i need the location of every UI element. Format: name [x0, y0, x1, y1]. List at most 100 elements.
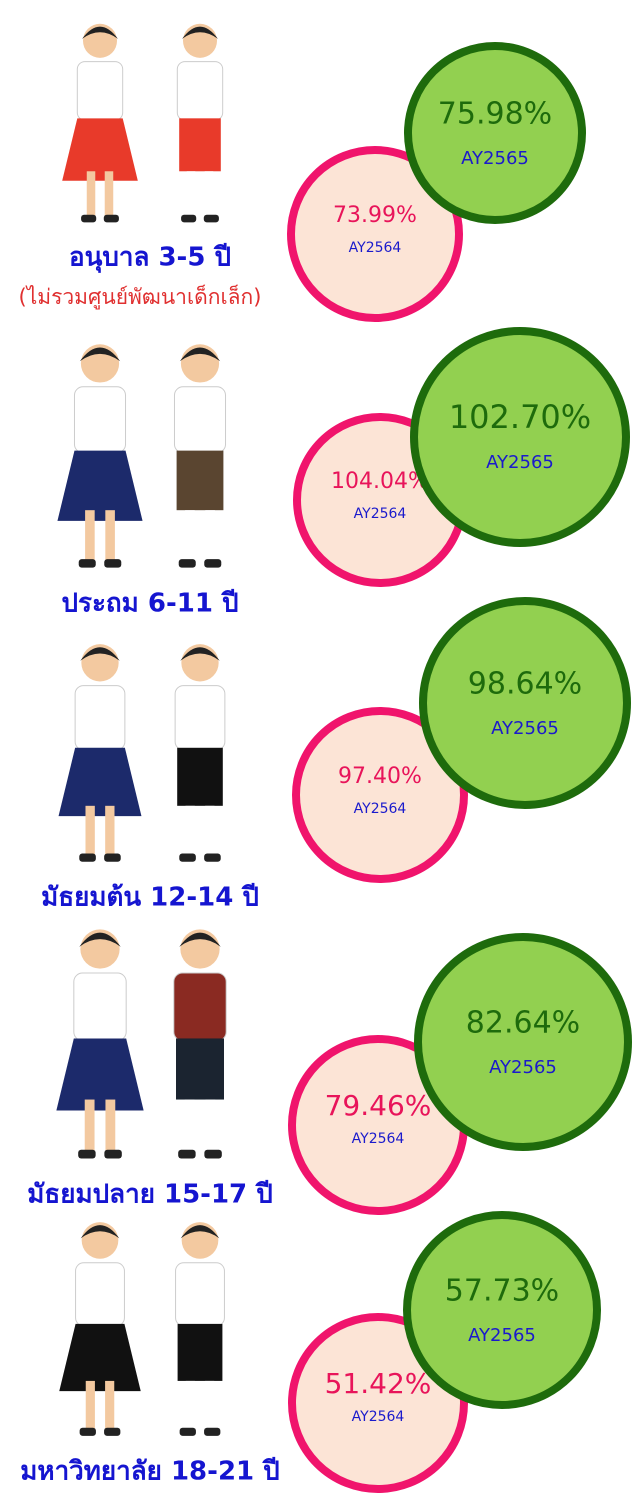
shoe [179, 853, 196, 862]
ay2565-year: AY2565 [461, 148, 529, 169]
level-label: มหาวิทยาลัย 18-21 ปี [20, 1457, 279, 1487]
leg [205, 510, 215, 562]
shoe [178, 559, 196, 568]
ay2565-value: 75.98% [438, 97, 552, 132]
leg [105, 1099, 116, 1152]
shoe [178, 1149, 196, 1159]
shoe [78, 1149, 96, 1159]
hair [79, 347, 121, 362]
skirt [58, 747, 142, 817]
ay2564-value: 97.40% [338, 764, 422, 789]
boy-figure [173, 344, 227, 568]
ay2564-year: AY2564 [352, 1131, 405, 1147]
shirt [176, 61, 224, 121]
leg [85, 510, 95, 562]
leg [105, 805, 115, 856]
shirt [73, 972, 127, 1042]
leg [205, 805, 215, 856]
ay2564-value: 51.42% [325, 1367, 432, 1400]
shoe [81, 214, 97, 223]
leg [84, 1099, 95, 1152]
pants [179, 118, 221, 172]
ay2565-year: AY2565 [486, 452, 554, 473]
ay2565-year: AY2565 [491, 718, 559, 739]
level-label: อนุบาล 3-5 ปี [69, 243, 231, 274]
shoe [79, 853, 96, 862]
leg [86, 171, 96, 217]
hair [179, 932, 221, 947]
leg [185, 1380, 195, 1430]
ay2565-circle [404, 42, 586, 224]
hair [180, 1225, 220, 1239]
shirt [173, 972, 227, 1042]
ay2565-circle [414, 933, 632, 1151]
skirt [56, 1038, 144, 1111]
ay2564-year: AY2564 [352, 1409, 405, 1425]
skirt [59, 1323, 141, 1392]
ay2565-year: AY2565 [489, 1057, 557, 1078]
leg [204, 171, 214, 217]
ay2565-value: 98.64% [468, 667, 582, 702]
boy-figure [174, 644, 226, 862]
girl-figure [59, 1222, 141, 1436]
leg [105, 1380, 115, 1430]
ay2565-circle [410, 327, 630, 547]
hair [80, 647, 120, 661]
shirt [174, 685, 226, 751]
shirt [75, 1262, 125, 1327]
girl-figure [57, 344, 143, 568]
leg [185, 510, 195, 562]
shoe [204, 559, 222, 568]
shirt [76, 61, 124, 121]
shoe [203, 214, 219, 223]
shoe [204, 1427, 221, 1436]
hair [182, 26, 218, 39]
level-note: (ไม่รวมศูนย์พัฒนาเด็กเล็ก) [19, 283, 262, 310]
shoe [104, 1427, 121, 1436]
boy-figure [176, 23, 224, 223]
boy-figure [173, 929, 227, 1159]
shoe [103, 214, 119, 223]
skirt [62, 118, 138, 181]
girl-figure [62, 23, 138, 223]
ay2565-circle [403, 1211, 601, 1409]
ay2565-value: 102.70% [449, 398, 591, 436]
leg [185, 805, 195, 856]
shoe [78, 559, 96, 568]
leg [85, 805, 95, 856]
ay2565-circle [419, 597, 631, 809]
pants [176, 450, 224, 511]
leg [186, 171, 196, 217]
hair [179, 347, 221, 362]
ay2564-circle [287, 146, 463, 322]
ay2564-value: 104.04% [331, 469, 429, 494]
girl-figure [56, 929, 144, 1159]
leg [205, 1380, 215, 1430]
leg [85, 1380, 95, 1430]
shirt [175, 1262, 225, 1327]
ay2564-circle [292, 707, 468, 883]
ay2564-value: 79.46% [325, 1089, 432, 1122]
shirt [74, 685, 126, 751]
leg [205, 1099, 216, 1152]
pants [177, 1323, 223, 1381]
leg [105, 510, 115, 562]
shoe [179, 1427, 196, 1436]
ay2565-value: 82.64% [466, 1006, 580, 1041]
shoe [104, 559, 122, 568]
shoe [204, 853, 221, 862]
boy-figure [175, 1222, 225, 1436]
ay2565-year: AY2565 [468, 1325, 536, 1346]
leg [184, 1099, 195, 1152]
hair [80, 1225, 120, 1239]
ay2564-year: AY2564 [349, 240, 402, 256]
ay2565-value: 57.73% [445, 1274, 559, 1309]
pants [176, 1038, 224, 1100]
hair [82, 26, 118, 39]
leg [104, 171, 114, 217]
level-label: ประถม 6-11 ปี [62, 589, 239, 619]
shoe [181, 214, 197, 223]
level-label: มัธยมปลาย 15-17 ปี [27, 1180, 272, 1210]
skirt [57, 450, 143, 521]
